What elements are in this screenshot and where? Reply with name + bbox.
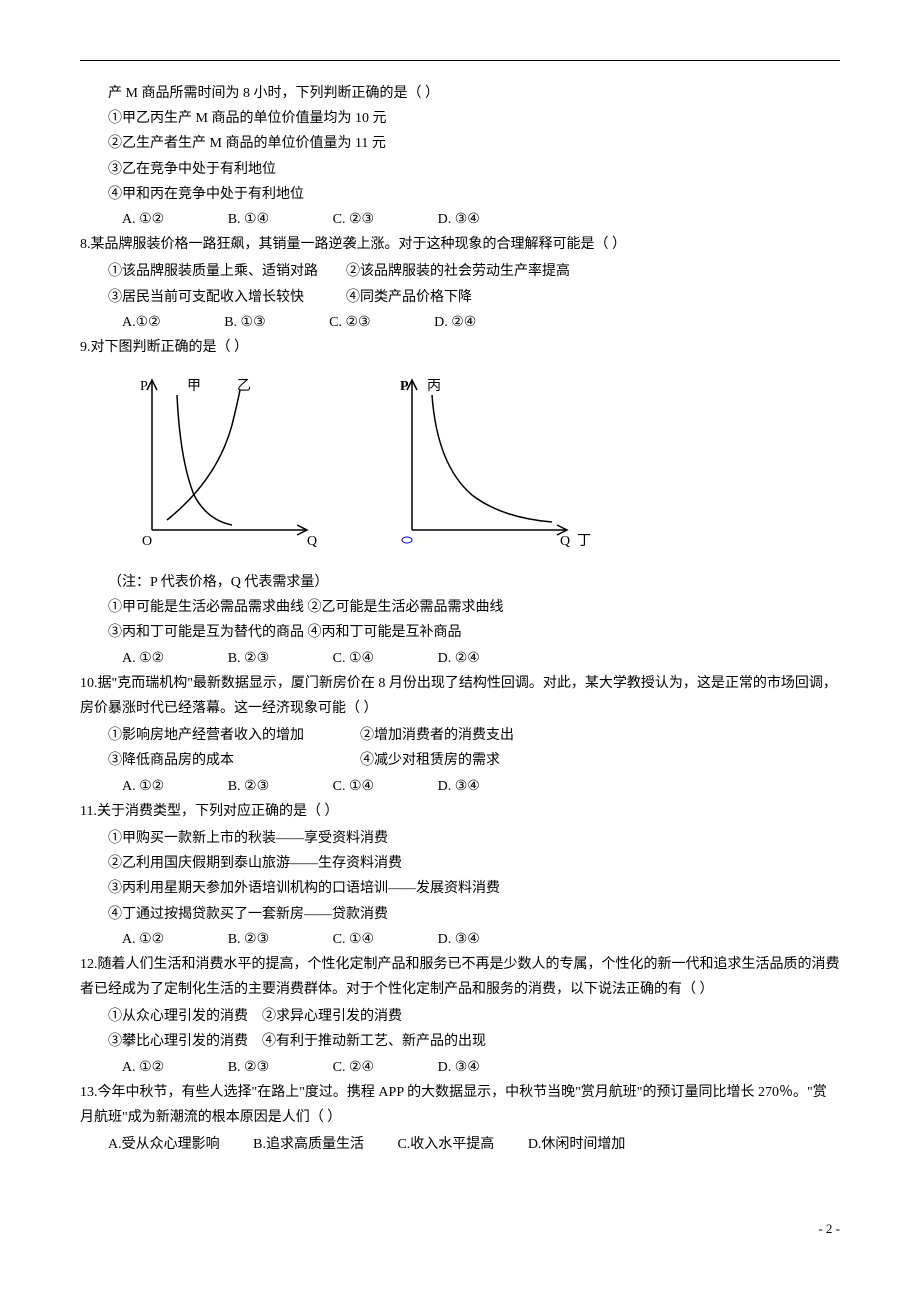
- q13-stem: 13.今年中秋节，有些人选择"在路上"度过。携程 APP 的大数据显示，中秋节当…: [80, 1080, 840, 1130]
- q7-options: A. ①② B. ①④ C. ②③ D. ③④: [80, 207, 840, 232]
- q9-chart-note: （注：P 代表价格，Q 代表需求量）: [80, 570, 840, 595]
- q10-optC: C. ①④: [333, 774, 374, 799]
- q8-statements-line1: ①该品牌服装质量上乘、适销对路 ②该品牌服装的社会劳动生产率提高: [80, 259, 840, 284]
- q11-optC: C. ①④: [333, 927, 374, 952]
- chart2-ylabel: P: [400, 379, 409, 394]
- chart2-extra-label: 丁: [577, 534, 591, 549]
- q10-options: A. ①② B. ②③ C. ①④ D. ③④: [80, 774, 840, 799]
- q7-optD: D. ③④: [438, 207, 480, 232]
- q13-options: A.受从众心理影响 B.追求高质量生活 C.收入水平提高 D.休闲时间增加: [80, 1132, 840, 1157]
- q12-options: A. ①② B. ②③ C. ②④ D. ③④: [80, 1055, 840, 1080]
- q13-optC: C.收入水平提高: [397, 1137, 494, 1152]
- chart1-xlabel: Q: [307, 534, 317, 549]
- q9-options: A. ①② B. ②③ C. ①④ D. ②④: [80, 646, 840, 671]
- q10-optB: B. ②③: [228, 774, 269, 799]
- q8-optA: A.①②: [122, 310, 161, 335]
- q13-optD: D.休闲时间增加: [528, 1137, 626, 1152]
- q11-options: A. ①② B. ②③ C. ①④ D. ③④: [80, 927, 840, 952]
- q11-optA: A. ①②: [122, 927, 164, 952]
- q11-statement-1: ①甲购买一款新上市的秋装——享受资料消费: [80, 826, 840, 851]
- q9-optC: C. ①④: [333, 646, 374, 671]
- q8-optB: B. ①③: [224, 310, 265, 335]
- chart2-origin-mark: [402, 537, 412, 543]
- q12-stem: 12.随着人们生活和消费水平的提高，个性化定制产品和服务已不再是少数人的专属，个…: [80, 952, 840, 1002]
- q9-optB: B. ②③: [228, 646, 269, 671]
- q9-statements-line1: ①甲可能是生活必需品需求曲线 ②乙可能是生活必需品需求曲线: [80, 595, 840, 620]
- q12-statements-line2: ③攀比心理引发的消费 ④有利于推动新工艺、新产品的出现: [80, 1029, 840, 1054]
- q11-statement-2: ②乙利用国庆假期到泰山旅游——生存资料消费: [80, 851, 840, 876]
- q10-optA: A. ①②: [122, 774, 164, 799]
- chart-left-svg: P 甲 乙 O Q: [122, 370, 322, 550]
- q9-chart-right: P 丙 Q 丁: [382, 370, 592, 550]
- q10-optD: D. ③④: [438, 774, 480, 799]
- page-number: - 2 -: [80, 1217, 840, 1240]
- q8-options: A.①② B. ①③ C. ②③ D. ②④: [80, 310, 840, 335]
- q12-optA: A. ①②: [122, 1055, 164, 1080]
- q7-optC: C. ②③: [333, 207, 374, 232]
- q11-statement-4: ④丁通过按揭贷款买了一套新房——贷款消费: [80, 902, 840, 927]
- q13-optA: A.受从众心理影响: [108, 1137, 220, 1152]
- q7-statement-2: ②乙生产者生产 M 商品的单位价值量为 11 元: [80, 131, 840, 156]
- chart2-xlabel: Q: [560, 534, 570, 549]
- q12-optB: B. ②③: [228, 1055, 269, 1080]
- q9-optA: A. ①②: [122, 646, 164, 671]
- q8-statements-line2: ③居民当前可支配收入增长较快 ④同类产品价格下降: [80, 285, 840, 310]
- q12-statements-line1: ①从众心理引发的消费 ②求异心理引发的消费: [80, 1004, 840, 1029]
- chart1-origin: O: [142, 534, 152, 549]
- q10-statements-line1: ①影响房地产经营者收入的增加 ②增加消费者的消费支出: [80, 723, 840, 748]
- q13-optB: B.追求高质量生活: [253, 1137, 364, 1152]
- chart1-curve1-label: 甲: [187, 379, 201, 394]
- q8-optC: C. ②③: [329, 310, 370, 335]
- q7-stem-cont: 产 M 商品所需时间为 8 小时，下列判断正确的是（ ）: [80, 81, 840, 106]
- q9-stem: 9.对下图判断正确的是（ ）: [80, 335, 840, 360]
- q7-optB: B. ①④: [228, 207, 269, 232]
- q11-statement-3: ③丙利用星期天参加外语培训机构的口语培训——发展资料消费: [80, 876, 840, 901]
- q11-optD: D. ③④: [438, 927, 480, 952]
- q7-statement-4: ④甲和丙在竞争中处于有利地位: [80, 182, 840, 207]
- q9-charts-row: P 甲 乙 O Q P 丙 Q 丁: [80, 370, 840, 550]
- q8-optD: D. ②④: [434, 310, 476, 335]
- q11-optB: B. ②③: [228, 927, 269, 952]
- q8-stem: 8.某品牌服装价格一路狂飙，其销量一路逆袭上涨。对于这种现象的合理解释可能是（ …: [80, 232, 840, 257]
- q9-optD: D. ②④: [438, 646, 480, 671]
- chart2-curve-label: 丙: [427, 379, 441, 394]
- q9-chart-left: P 甲 乙 O Q: [122, 370, 322, 550]
- chart1-curve2-label: 乙: [237, 378, 251, 394]
- q12-optD: D. ③④: [438, 1055, 480, 1080]
- page-top-rule: [80, 60, 840, 61]
- q10-stem: 10.据"克而瑞机构"最新数据显示，厦门新房价在 8 月份出现了结构性回调。对此…: [80, 671, 840, 721]
- chart-right-svg: P 丙 Q 丁: [382, 370, 592, 550]
- q7-statement-3: ③乙在竞争中处于有利地位: [80, 157, 840, 182]
- chart1-ylabel: P: [140, 379, 148, 394]
- q12-optC: C. ②④: [333, 1055, 374, 1080]
- q10-statements-line2: ③降低商品房的成本 ④减少对租赁房的需求: [80, 748, 840, 773]
- q11-stem: 11.关于消费类型，下列对应正确的是（ ）: [80, 799, 840, 824]
- q9-statements-line2: ③丙和丁可能是互为替代的商品 ④丙和丁可能是互补商品: [80, 620, 840, 645]
- q7-statement-1: ①甲乙丙生产 M 商品的单位价值量均为 10 元: [80, 106, 840, 131]
- q7-optA: A. ①②: [122, 207, 164, 232]
